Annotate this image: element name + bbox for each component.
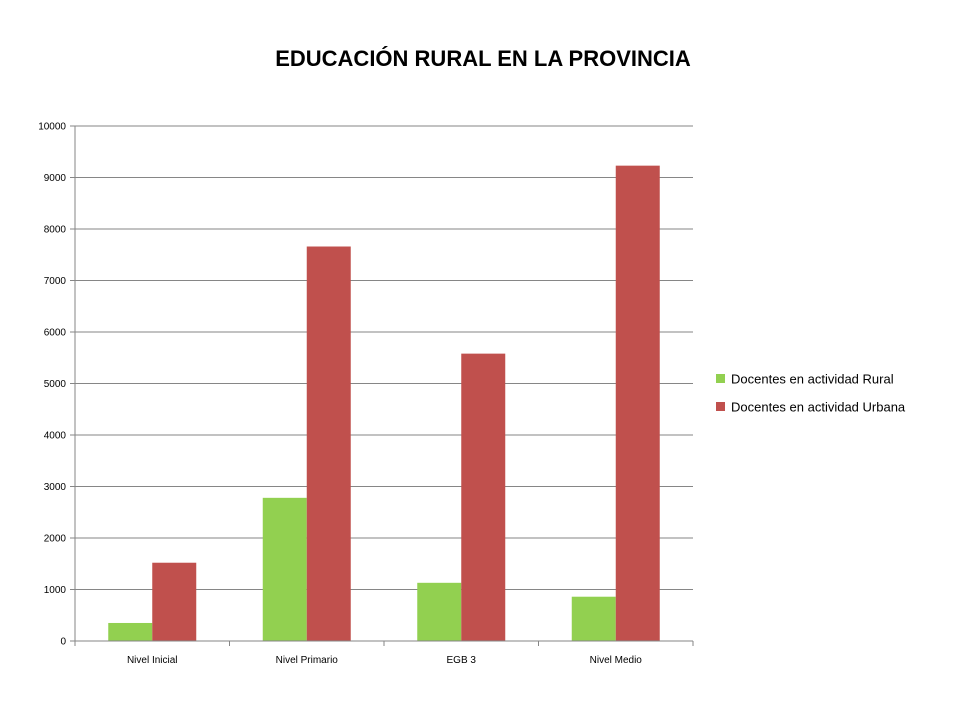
y-tick-label: 4000 [44, 431, 67, 442]
legend-swatch [716, 402, 725, 411]
bars [108, 165, 660, 641]
y-tick-label: 9000 [44, 173, 67, 184]
legend-label: Docentes en actividad Rural [731, 372, 894, 387]
x-tick-label: Nivel Primario [276, 655, 339, 666]
y-tick-label: 5000 [44, 379, 67, 390]
bar-urbana [306, 246, 351, 641]
y-tick-label: 0 [60, 637, 66, 648]
chart-title: EDUCACIÓN RURAL EN LA PROVINCIA [275, 46, 691, 71]
x-axis-ticks: Nivel Inicial Nivel Primario EGB 3 Nivel Me… [74, 641, 694, 666]
x-tick-label: Nivel Inicial [127, 655, 178, 666]
y-tick-label: 1000 [44, 585, 67, 596]
bar-rural [262, 497, 307, 641]
y-tick-label: 8000 [44, 225, 67, 236]
y-tick-label: 10000 [38, 122, 66, 133]
x-tick-label: EGB 3 [447, 655, 477, 666]
bar-urbana [152, 562, 197, 641]
y-tick-label: 2000 [44, 534, 67, 545]
bar-urbana [615, 165, 660, 641]
bar-rural [417, 582, 462, 641]
x-tick-label: Nivel Medio [590, 655, 643, 666]
bar-urbana [461, 353, 506, 641]
bar-rural [571, 596, 616, 641]
y-tick-label: 3000 [44, 482, 67, 493]
bar-rural [108, 622, 153, 641]
y-tick-label: 7000 [44, 276, 67, 287]
legend-swatch [716, 374, 725, 383]
y-tick-label: 6000 [44, 328, 67, 339]
legend: Docentes en actividad Rural Docentes en a… [716, 372, 906, 415]
legend-label: Docentes en actividad Urbana [731, 400, 906, 415]
y-axis-ticks: 0 1000 2000 3000 4000 5000 6000 7000 8000 9000 100… [38, 122, 75, 648]
